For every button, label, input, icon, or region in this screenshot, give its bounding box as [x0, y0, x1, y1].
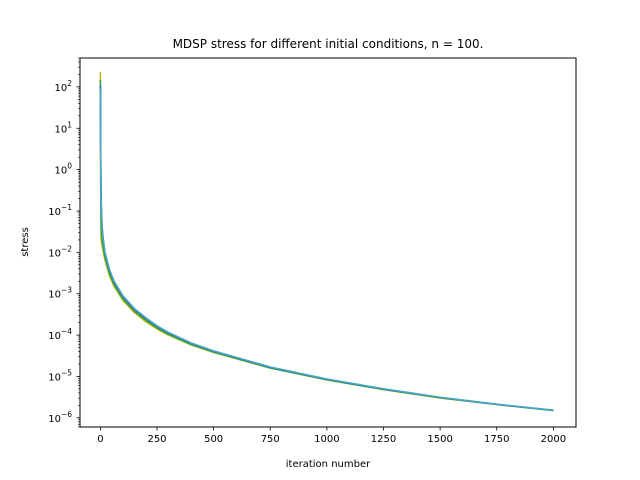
- y-tick-label-7: 10−5: [48, 368, 72, 383]
- x-tick-label-1250: 1250: [371, 434, 396, 445]
- x-axis: 0 250 500 750 1000 1250 1500 1750 2000: [97, 427, 566, 445]
- y-axis: 102 101 100 10−1 10−2 10−3 10−4 10−5 10−6: [48, 57, 80, 428]
- x-tick-label-250: 250: [147, 434, 166, 445]
- y-tick-label-4: 10−2: [48, 244, 72, 259]
- y-tick-label-2: 100: [54, 162, 72, 177]
- y-tick-label-5: 10−3: [48, 286, 72, 301]
- x-tick-label-500: 500: [204, 434, 223, 445]
- plot-frame: [79, 57, 577, 428]
- y-tick-label-3: 10−1: [48, 203, 72, 218]
- x-tick-label-0: 0: [97, 434, 103, 445]
- series-layer: [99, 71, 554, 412]
- x-tick-label-750: 750: [261, 434, 280, 445]
- x-axis-label: iteration number: [286, 459, 371, 470]
- y-tick-label-6: 10−4: [48, 327, 72, 342]
- x-tick-label-2000: 2000: [541, 434, 566, 445]
- y-axis-label: stress: [20, 227, 31, 257]
- y-tick-label-8: 10−6: [48, 410, 72, 425]
- x-tick-label-1500: 1500: [427, 434, 452, 445]
- x-tick-label-1750: 1750: [484, 434, 509, 445]
- y-tick-label-1: 101: [54, 120, 72, 135]
- y-tick-label-0: 102: [54, 79, 72, 94]
- series-line-6: [99, 88, 554, 411]
- x-tick-label-1000: 1000: [314, 434, 339, 445]
- chart-title: MDSP stress for different initial condit…: [173, 37, 484, 51]
